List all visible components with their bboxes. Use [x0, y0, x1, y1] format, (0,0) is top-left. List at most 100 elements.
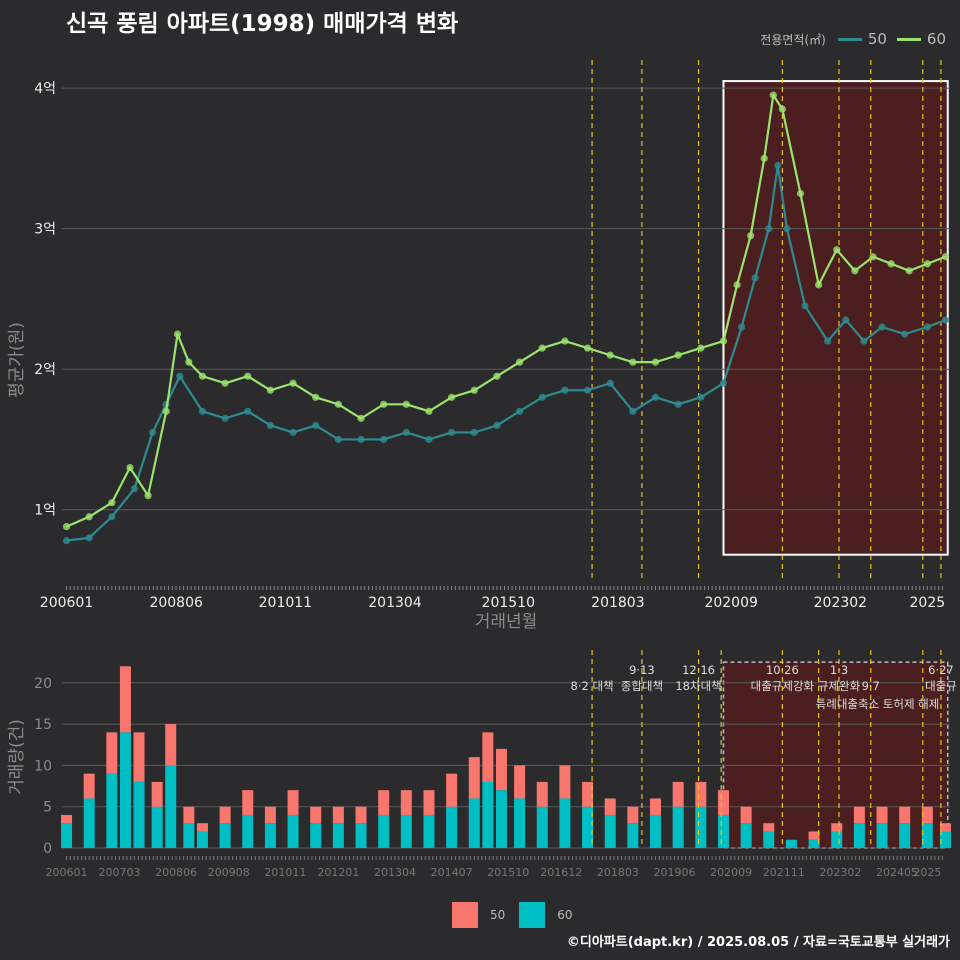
data-point-60	[515, 358, 524, 366]
data-point-60	[198, 372, 207, 380]
policy-annotation: 9·13	[629, 663, 655, 677]
data-point-50	[561, 386, 569, 394]
data-point-50	[448, 428, 456, 437]
bar-50	[400, 790, 412, 815]
legend-top: 전용면적(㎡) 50 60	[760, 30, 952, 48]
y-tick-label: 3억	[34, 222, 56, 238]
data-point-60	[719, 337, 728, 345]
volume-chart: 0 5 10 15 20 200601 200703 200806 200908 201011 20…	[7, 650, 957, 879]
bar-50	[310, 806, 322, 824]
data-point-60	[144, 492, 152, 500]
x-tick-label: 200806	[155, 866, 197, 879]
data-point-50	[538, 393, 546, 401]
bar-60	[876, 823, 888, 848]
data-point-50	[357, 435, 365, 444]
bar-50	[183, 806, 195, 824]
x-tick-label: 201510	[482, 595, 535, 611]
x-tick-label: 201803	[591, 595, 644, 611]
bar-60	[378, 814, 390, 848]
x-tick-label: 201906	[654, 866, 696, 879]
data-point-50	[606, 379, 614, 387]
data-point-50	[176, 372, 184, 380]
data-point-60	[760, 154, 768, 162]
x-tick-label: 202009	[704, 595, 757, 611]
data-point-50	[674, 400, 682, 408]
bar-50	[763, 823, 775, 832]
bar-60	[106, 773, 118, 848]
price-chart: 1억 2억 3억 4억 200601 200806 201011 201304 201510 20…	[7, 60, 950, 632]
highlight-region	[722, 661, 949, 849]
policy-annotation: 9·7	[862, 679, 880, 693]
data-point-50	[719, 379, 728, 387]
data-point-50	[878, 323, 886, 331]
data-point-50	[651, 393, 660, 401]
bar-50	[423, 790, 435, 815]
data-point-50	[697, 393, 705, 401]
policy-annotation: 대출규	[925, 679, 957, 693]
bar-50	[536, 781, 548, 807]
bar-60	[650, 814, 662, 848]
data-point-50	[783, 225, 791, 233]
policy-annotation: 10·26	[766, 663, 799, 677]
data-point-60	[769, 91, 777, 99]
series-line-60	[66, 94, 946, 528]
data-point-50	[289, 428, 297, 437]
data-point-60	[538, 344, 546, 352]
bar-50	[355, 806, 367, 824]
bar-50	[853, 806, 865, 824]
bar-50	[695, 781, 707, 807]
data-point-60	[357, 414, 365, 422]
data-point-60	[778, 105, 786, 113]
data-point-50	[901, 330, 909, 338]
bar-60	[831, 831, 843, 848]
bar-60	[763, 831, 775, 848]
bar-60	[196, 831, 208, 848]
x-tick-label: 202302	[819, 866, 861, 879]
x-tick-label: 201407	[431, 866, 473, 879]
y-tick-label: 0	[43, 841, 52, 857]
data-point-60	[126, 463, 134, 472]
data-point-50	[130, 485, 139, 493]
data-point-60	[425, 407, 433, 415]
legend-label-50: 50	[867, 30, 887, 48]
bar-50	[627, 806, 639, 824]
data-point-50	[751, 274, 759, 282]
x-tick-label: 200601	[40, 595, 93, 611]
data-point-50	[842, 316, 850, 324]
bar-50	[83, 773, 95, 799]
data-point-50	[198, 407, 207, 415]
bar-50	[582, 781, 594, 807]
bar-50	[482, 732, 494, 782]
bar-60	[582, 806, 594, 848]
legend-label-60: 60	[926, 30, 946, 48]
bar-50	[219, 806, 231, 824]
bar-50	[133, 732, 145, 782]
data-point-60	[674, 351, 682, 359]
data-point-50	[244, 407, 252, 415]
y-axis-title: 거래량(건)	[7, 719, 27, 795]
bar-50	[264, 806, 276, 824]
bar-60	[604, 814, 616, 848]
bar-60	[61, 823, 73, 848]
data-point-50	[765, 225, 773, 233]
bar-50	[899, 806, 911, 824]
bar-60	[310, 823, 322, 848]
data-point-60	[833, 246, 841, 254]
bar-60	[627, 823, 639, 848]
data-point-60	[173, 330, 182, 338]
x-tick-label: 201510	[487, 866, 529, 879]
data-point-60	[651, 358, 660, 366]
bar-60	[672, 806, 684, 848]
data-point-50	[801, 302, 809, 310]
bar-50	[287, 790, 299, 815]
data-point-60	[380, 400, 388, 408]
x-tick-label: 202009	[710, 866, 752, 879]
source-caption: ©디아파트(dapt.kr) / 2025.08.05 / 자료=국토교통부 실…	[566, 935, 950, 950]
data-point-50	[425, 435, 433, 444]
bar-50	[740, 806, 752, 824]
bar-60	[133, 781, 145, 848]
data-point-50	[334, 435, 342, 444]
bar-60	[853, 823, 865, 848]
data-point-50	[941, 316, 950, 324]
policy-annotation: 12·16	[682, 663, 715, 677]
